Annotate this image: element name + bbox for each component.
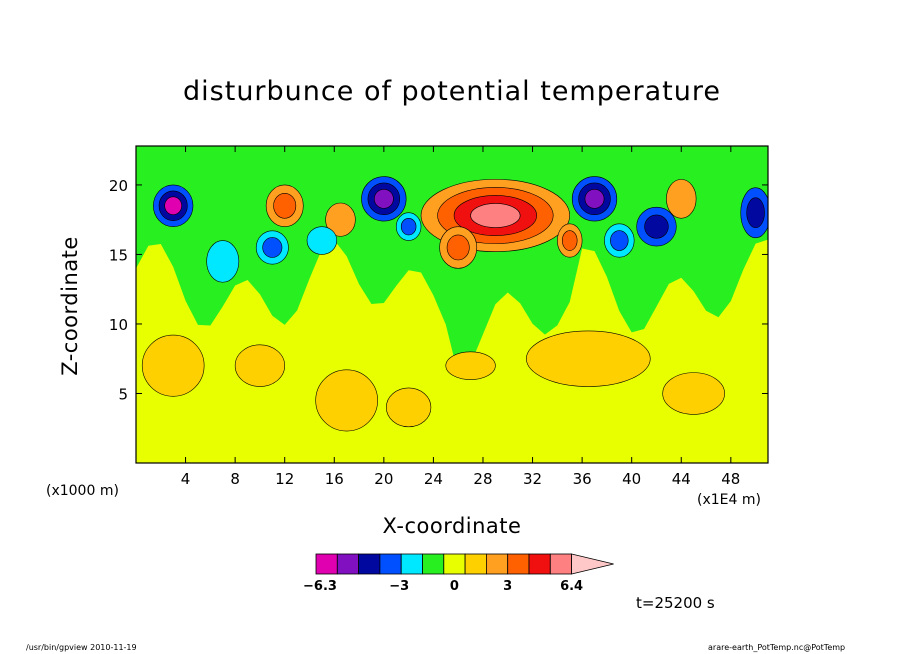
footer-source-file: arare-earth_PotTemp.nc@PotTemp: [708, 643, 846, 652]
colorbar-tick-label: 3: [503, 579, 512, 594]
anomaly-8-level-2: [164, 196, 182, 216]
colorbar-tick-label: 6.4: [560, 579, 583, 594]
colorbar-swatch: [443, 553, 466, 575]
warm-anomaly-lower-2: [315, 369, 378, 432]
colorbar-tick-label: −6.3: [303, 579, 337, 594]
plot-frame: [135, 145, 769, 464]
x-tick-label: 8: [230, 470, 240, 488]
y-tick-label: 10: [109, 316, 128, 334]
y-tick-label: 5: [118, 385, 128, 403]
anomaly-7-level-2: [584, 188, 605, 209]
anomaly-2-level-0: [666, 179, 697, 219]
warm-anomaly-lower-3: [386, 387, 432, 428]
colorbar-swatch: [422, 553, 445, 575]
warm-anomaly-lower-6: [445, 351, 496, 380]
anomaly-14-level-1: [610, 230, 629, 251]
anomaly-12-level-0: [206, 240, 240, 283]
x-tick-label: 32: [523, 470, 542, 488]
colorbar: −6.3 −3 0 3 6.4: [303, 553, 614, 594]
y-axis-label: Z-coordinate: [58, 236, 82, 376]
colorbar-swatch: [464, 553, 487, 575]
colorbar-swatch: [358, 553, 381, 575]
anomaly-9-level-1: [644, 214, 669, 239]
anomaly-11-level-1: [262, 237, 283, 258]
x-tick-label: 44: [672, 470, 691, 488]
colorbar-swatch: [315, 553, 338, 575]
footer-program-date: /usr/bin/gpview 2010-11-19: [26, 643, 137, 652]
x-tick-label: 16: [325, 470, 344, 488]
x-axis-label: X-coordinate: [382, 514, 522, 538]
colorbar-swatch: [528, 553, 551, 575]
x-tick-label: 36: [573, 470, 592, 488]
warm-anomaly-lower-0: [141, 334, 205, 397]
colorbar-swatch: [485, 553, 509, 575]
warm-anomaly-lower-1: [234, 344, 286, 387]
colorbar-swatch: [336, 553, 359, 575]
anomaly-4-level-0: [325, 202, 356, 237]
y-tick-label: 20: [109, 177, 128, 195]
anomaly-3-level-1: [446, 234, 470, 261]
warm-anomaly-lower-4: [526, 330, 651, 387]
y-axis-unit: (x1000 m): [46, 483, 119, 499]
colorbar-swatch: [549, 553, 572, 575]
colorbar-tick-label: 0: [450, 579, 459, 594]
x-tick-label: 24: [424, 470, 443, 488]
x-tick-label: 4: [181, 470, 191, 488]
y-tick-label: 15: [109, 246, 128, 264]
x-tick-label: 48: [721, 470, 740, 488]
colorbar-tick-label: −3: [389, 579, 409, 594]
anomaly-6-level-2: [373, 188, 394, 209]
x-axis-unit: (x1E4 m): [697, 492, 761, 508]
x-tick-label: 40: [622, 470, 641, 488]
x-tick-label: 20: [374, 470, 393, 488]
anomaly-10-level-1: [746, 197, 765, 229]
colorbar-swatch: [507, 553, 530, 575]
anomaly-0-level-3: [470, 203, 521, 228]
colorbar-swatch: [400, 553, 423, 575]
anomaly-15-level-0: [306, 226, 338, 255]
anomaly-13-level-1: [400, 217, 417, 236]
anomaly-1-level-1: [273, 192, 297, 219]
anomaly-5-level-1: [561, 230, 578, 251]
warm-anomaly-lower-5: [662, 372, 725, 415]
x-tick-label: 28: [473, 470, 492, 488]
colorbar-arrow: [571, 553, 614, 575]
time-label: t=25200 s: [636, 594, 715, 612]
x-tick-label: 12: [275, 470, 294, 488]
contour-field: [136, 146, 768, 463]
chart-title: disturbunce of potential temperature: [183, 76, 721, 107]
colorbar-swatch: [379, 553, 402, 575]
